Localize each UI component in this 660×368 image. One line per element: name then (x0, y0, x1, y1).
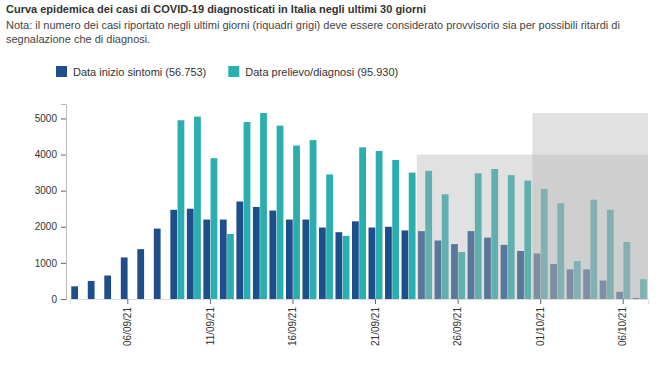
legend-swatch (228, 66, 239, 77)
bar (402, 230, 409, 299)
bar (88, 281, 95, 299)
bar (310, 140, 317, 299)
x-tick-mark (458, 299, 459, 304)
y-tick: 4000 (35, 149, 66, 160)
chart-svg: Data inizio sintomi (56.753) Data preliev… (0, 0, 660, 368)
plot-area (71, 113, 648, 299)
bar (203, 220, 210, 299)
bar (302, 220, 309, 299)
bar (260, 113, 267, 299)
x-tick-mark (623, 299, 624, 304)
x-tick: 26/09/21 (452, 299, 463, 346)
y-tick: 2000 (35, 221, 66, 232)
x-axis: 06/09/21 11/09/21 16/09/21 21/09/21 26/09/21… (71, 299, 649, 346)
x-tick-label: 11/09/21 (205, 307, 216, 346)
x-tick: 11/09/21 (205, 299, 216, 345)
x-tick-label: 16/09/21 (287, 307, 298, 346)
y-axis: 0 1000 2000 3000 4000 5000 (35, 105, 67, 305)
bar (359, 147, 366, 299)
x-tick: 01/10/21 (535, 299, 546, 346)
bar (161, 299, 168, 300)
bar (376, 151, 383, 299)
bar (112, 299, 119, 300)
x-tick: 06/10/21 (617, 299, 628, 346)
bar (178, 120, 185, 299)
bar (286, 220, 293, 299)
bar (352, 221, 359, 299)
chart-subtitle: Nota: il numero dei casi riportato negli… (6, 18, 646, 46)
bar (220, 220, 227, 299)
y-tick: 5000 (35, 113, 66, 124)
x-tick-mark (210, 299, 211, 304)
y-tick-mark (61, 155, 66, 156)
bar (326, 174, 333, 299)
y-tick-label: 4000 (35, 149, 58, 160)
legend-label: Data prelievo/diagnosi (95.930) (245, 66, 398, 78)
chart-title: Curva epidemica dei casi di COVID-19 dia… (6, 3, 426, 15)
x-tick-label: 26/09/21 (452, 307, 463, 346)
bar (293, 146, 300, 299)
legend-swatch (56, 66, 67, 77)
bar (227, 234, 234, 299)
bar (71, 286, 78, 299)
y-tick-label: 5000 (35, 113, 58, 124)
bar (95, 299, 102, 300)
legend: Data inizio sintomi (56.753) Data preliev… (56, 66, 398, 78)
bar (121, 257, 128, 299)
x-tick-label: 21/09/21 (370, 307, 381, 346)
bar (343, 236, 350, 299)
bar (137, 249, 144, 299)
x-tick-mark (127, 299, 128, 304)
bar (385, 227, 392, 299)
y-tick: 1000 (35, 258, 66, 269)
bar (194, 117, 201, 299)
bar (319, 228, 326, 300)
y-tick-mark (61, 227, 66, 228)
y-tick-label: 1000 (35, 258, 58, 269)
x-tick: 16/09/21 (287, 299, 298, 346)
bar (269, 211, 276, 299)
bar (369, 228, 376, 300)
bar (335, 232, 342, 299)
x-tick-mark (292, 299, 293, 304)
bar (211, 158, 218, 299)
shaded-regions (417, 113, 648, 299)
bar (145, 299, 152, 300)
bar (236, 202, 243, 300)
x-tick-label: 06/10/21 (617, 307, 628, 346)
y-tick-label: 3000 (35, 185, 58, 196)
bar (104, 276, 111, 299)
bar (170, 210, 177, 299)
bar (392, 160, 399, 299)
x-tick-mark (540, 299, 541, 304)
y-tick-label: 2000 (35, 221, 58, 232)
y-tick-mark (61, 118, 66, 119)
x-tick-label: 01/10/21 (535, 307, 546, 346)
y-tick: 3000 (35, 185, 66, 196)
bar (409, 173, 416, 299)
y-tick-mark (61, 263, 66, 264)
x-tick-label: 06/09/21 (122, 307, 133, 346)
x-axis-line (71, 300, 649, 305)
y-axis-line (61, 105, 67, 300)
bar (187, 209, 194, 299)
bar (244, 122, 251, 299)
x-tick: 06/09/21 (122, 299, 133, 346)
shaded-region (532, 113, 648, 299)
legend-label: Data inizio sintomi (56.753) (73, 66, 206, 78)
x-tick-mark (375, 299, 376, 304)
y-tick-mark (61, 191, 66, 192)
y-tick-mark (61, 299, 66, 300)
bar (128, 299, 135, 300)
bar (154, 229, 161, 299)
bar (253, 207, 260, 299)
bar (277, 126, 284, 299)
x-tick: 21/09/21 (370, 299, 381, 346)
bar (78, 299, 85, 300)
y-tick-label: 0 (51, 294, 57, 305)
y-tick: 0 (51, 294, 66, 305)
